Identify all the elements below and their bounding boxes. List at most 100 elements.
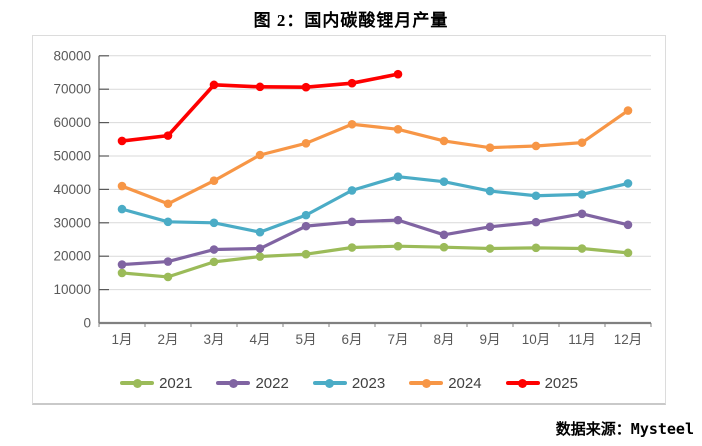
legend-marker-dot-2022: [228, 378, 238, 388]
series-point-2025-5月: [301, 82, 311, 92]
series-point-2024-12月: [623, 106, 633, 115]
x-axis-label-8: 8月: [433, 332, 454, 347]
y-axis-label-60000: 60000: [53, 115, 91, 130]
series-point-2025-6月: [347, 78, 357, 88]
series-point-2023-2月: [163, 217, 173, 227]
series-point-2024-6月: [347, 119, 357, 129]
series-point-2021-12月: [623, 248, 633, 258]
legend-item-2025: 2025: [505, 374, 578, 392]
chart-title: 图 2：国内碳酸锂月产量: [253, 11, 449, 30]
chart-frame: 0 10000 20000 30000 40000 50000 60000 70000 8000…: [32, 35, 666, 405]
legend-marker-2025: [505, 378, 540, 388]
series-point-2021-11月: [577, 244, 587, 253]
y-axis-label-0: 0: [83, 316, 91, 331]
legend-marker-2021: [120, 378, 155, 388]
legend-marker-2023: [312, 378, 347, 388]
series-line-2021: [120, 244, 630, 279]
series-line-2024: [120, 108, 630, 206]
series-point-2022-2月: [163, 257, 173, 266]
series-point-2021-8月: [439, 242, 449, 252]
series-point-2022-4月: [255, 244, 265, 253]
series-point-2024-11月: [577, 138, 587, 147]
series-point-2021-10月: [531, 243, 541, 253]
series-point-2023-4月: [255, 227, 265, 237]
series-point-2021-7月: [393, 241, 403, 251]
series-point-2023-9月: [485, 186, 495, 196]
legend-marker-dot-2023: [325, 378, 335, 388]
series-point-2023-11月: [577, 190, 587, 199]
series-point-2024-4月: [255, 150, 265, 160]
data-source-note: 数据来源：Mysteel: [555, 420, 694, 438]
series-point-2023-5月: [301, 210, 311, 220]
series-point-2024-3月: [209, 176, 219, 186]
legend-label-2021: 2021: [159, 374, 193, 392]
x-axis-label-12: 12月: [614, 332, 643, 347]
series-point-2025-2月: [163, 131, 173, 140]
series-point-2023-1月: [117, 204, 127, 214]
series-point-2025-1月: [117, 136, 127, 146]
x-axis-label-5: 5月: [295, 332, 316, 347]
series-point-2024-10月: [531, 141, 541, 151]
x-axis-label-9: 9月: [479, 332, 500, 347]
series-point-2025-7月: [393, 69, 403, 79]
series-point-2021-6月: [347, 243, 357, 252]
series-point-2022-5月: [301, 221, 311, 231]
chart-legend: 2021 2022 2023 2024 2025: [33, 369, 665, 397]
series-point-2021-1月: [117, 268, 127, 278]
series-point-2022-9月: [485, 222, 495, 232]
series-point-2022-6月: [347, 217, 357, 227]
y-axis-label-40000: 40000: [53, 182, 91, 197]
y-axis-label-70000: 70000: [53, 82, 91, 97]
x-axis-label-7: 7月: [387, 332, 408, 347]
series-point-2023-3月: [209, 218, 219, 228]
series-point-2021-9月: [485, 244, 495, 253]
series-point-2022-10月: [531, 217, 541, 227]
legend-label-2023: 2023: [351, 374, 386, 392]
series-point-2023-6月: [347, 186, 357, 195]
series-point-2023-8月: [439, 177, 449, 187]
legend-item-2022: 2022: [216, 376, 289, 391]
series-point-2022-12月: [623, 220, 633, 230]
legend-marker-dot-2025: [518, 378, 528, 388]
y-axis-label-80000: 80000: [53, 48, 91, 63]
y-axis-label-30000: 30000: [53, 215, 91, 230]
series-point-2022-7月: [393, 215, 403, 225]
series-point-2025-4月: [255, 82, 265, 92]
x-axis-label-4: 4月: [249, 332, 270, 347]
legend-marker-2024: [409, 378, 444, 388]
series-point-2024-2月: [163, 199, 173, 209]
series-line-2023: [120, 175, 630, 234]
legend-item-2021: 2021: [120, 376, 192, 391]
x-axis-label-11: 11月: [568, 332, 596, 347]
legend-item-2024: 2024: [409, 374, 482, 392]
series-point-2021-3月: [209, 257, 219, 267]
series-point-2023-10月: [531, 191, 541, 201]
series-point-2022-11月: [577, 209, 587, 219]
legend-marker-dot-2024: [421, 378, 431, 388]
legend-label-2025: 2025: [544, 374, 578, 392]
series-point-2024-9月: [485, 143, 495, 152]
series-point-2024-1月: [117, 181, 127, 191]
series-point-2022-1月: [117, 260, 127, 269]
series-point-2024-7月: [393, 124, 403, 134]
chart-plot-area: 0 10000 20000 30000 40000 50000 60000 70000 8000…: [53, 48, 652, 347]
legend-label-2024: 2024: [448, 374, 482, 392]
series-point-2023-7月: [393, 172, 403, 182]
y-axis-label-20000: 20000: [53, 249, 91, 264]
series-point-2022-3月: [209, 245, 219, 254]
series-point-2024-5月: [301, 139, 311, 148]
y-axis-label-50000: 50000: [53, 149, 91, 164]
legend-item-2023: 2023: [312, 374, 386, 392]
series-point-2025-3月: [209, 80, 219, 90]
y-axis-label-10000: 10000: [53, 282, 91, 297]
series-point-2024-8月: [439, 136, 449, 146]
x-axis-label-1: 1月: [111, 332, 132, 347]
series-point-2023-12月: [623, 179, 633, 188]
legend-marker-2022: [216, 378, 251, 388]
series-line-2022: [120, 212, 630, 267]
legend-marker-dot-2021: [132, 378, 142, 388]
x-axis-label-6: 6月: [341, 332, 362, 347]
x-axis-label-10: 10月: [522, 332, 551, 347]
series-point-2021-5月: [301, 249, 311, 259]
